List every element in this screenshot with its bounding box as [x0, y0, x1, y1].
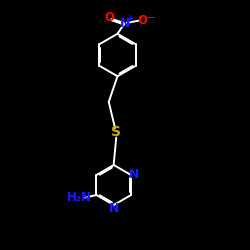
Text: S: S — [111, 126, 121, 140]
Text: O: O — [138, 14, 148, 27]
Text: N: N — [120, 17, 130, 30]
Text: N: N — [129, 168, 139, 181]
Text: −: − — [146, 13, 155, 23]
Text: N: N — [108, 202, 119, 214]
Text: H₂N: H₂N — [66, 191, 92, 204]
Text: +: + — [126, 14, 134, 24]
Text: O: O — [104, 11, 115, 24]
